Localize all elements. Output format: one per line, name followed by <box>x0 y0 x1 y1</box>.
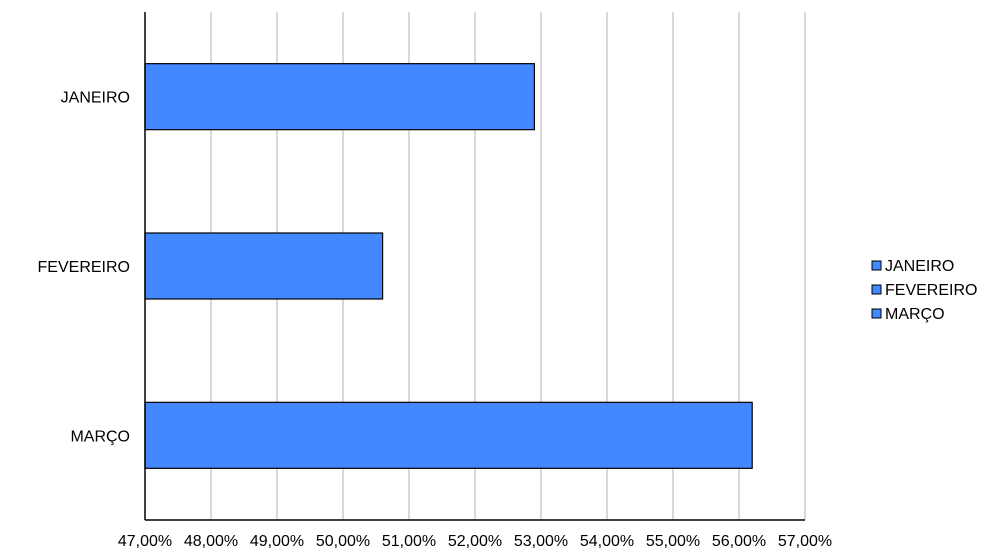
category-labels: JANEIRO FEVEREIRO MARÇO <box>38 90 130 446</box>
category-label: FEVEREIRO <box>38 259 130 276</box>
x-tick-label: 47,00% <box>118 533 172 550</box>
legend-label: JANEIRO <box>885 258 954 275</box>
legend-swatch <box>871 308 882 319</box>
category-label: MARÇO <box>70 428 130 445</box>
x-tick-label: 54,00% <box>580 533 634 550</box>
x-tick-label: 49,00% <box>250 533 304 550</box>
bar-fevereiro <box>144 232 384 300</box>
x-tick-label: 55,00% <box>646 533 700 550</box>
x-tick-label: 56,00% <box>712 533 766 550</box>
x-tick-label: 50,00% <box>316 533 370 550</box>
x-tick-label: 57,00% <box>778 533 832 550</box>
legend-swatch <box>871 260 882 271</box>
bar-março <box>144 401 753 469</box>
x-tick-labels: 47,00% 48,00% 49,00% 50,00% 51,00% 52,00% 53,0… <box>118 533 832 550</box>
x-tick-label: 51,00% <box>382 533 436 550</box>
legend-swatch <box>871 284 882 295</box>
legend-label: FEVEREIRO <box>885 282 977 299</box>
x-tick-label: 52,00% <box>448 533 502 550</box>
x-tick-label: 53,00% <box>514 533 568 550</box>
x-tick-label: 48,00% <box>184 533 238 550</box>
legend: JANEIRO FEVEREIRO MARÇO <box>871 258 977 323</box>
bar-janeiro <box>144 63 535 131</box>
legend-label: MARÇO <box>885 306 945 323</box>
category-label: JANEIRO <box>61 90 130 107</box>
bars <box>144 63 753 469</box>
